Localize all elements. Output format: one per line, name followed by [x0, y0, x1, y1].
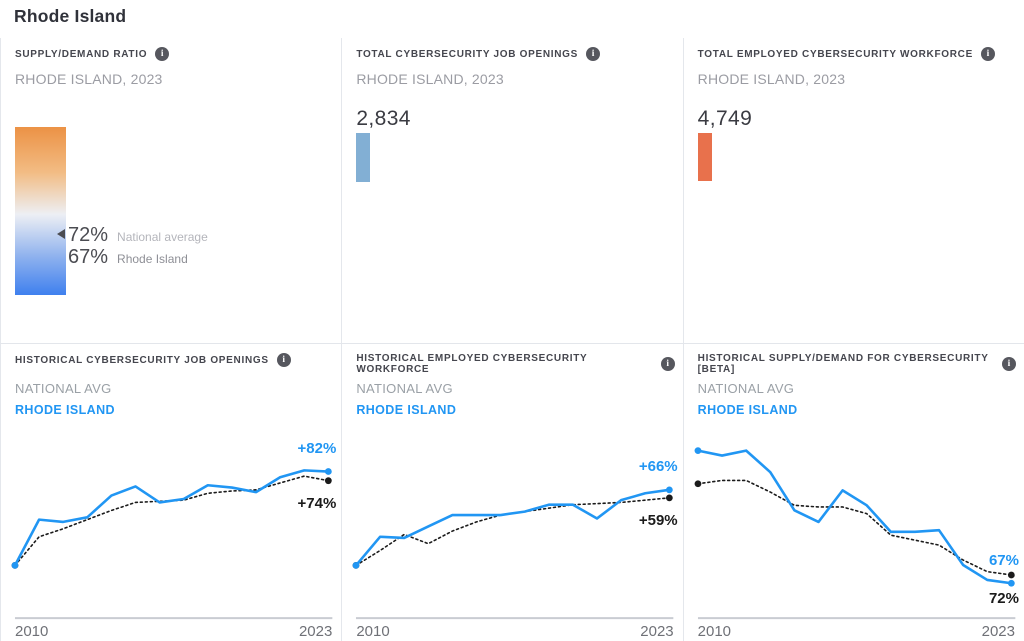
card-subtitle: RHODE ISLAND, 2023 — [356, 71, 504, 87]
national-end-label: 72% — [988, 589, 1019, 607]
legend-national-avg: NATIONAL AVG — [15, 381, 112, 396]
supply-demand-card: SUPPLY/DEMAND RATIO i RHODE ISLAND, 2023… — [0, 38, 341, 343]
legend-national-avg: NATIONAL AVG — [697, 381, 795, 396]
info-icon[interactable]: i — [155, 47, 170, 61]
supply-demand-annotation: 72% National average 67% Rhode Island — [57, 224, 208, 268]
history-charts-row: HISTORICAL CYBERSECURITY JOB OPENINGS i … — [0, 343, 1024, 641]
supply-demand-gradient-bar — [15, 127, 66, 295]
legend-rhode-island: RHODE ISLAND — [697, 403, 798, 417]
page-title: Rhode Island — [14, 6, 127, 26]
info-icon[interactable]: i — [660, 357, 675, 371]
x-axis-tick-end: 2023 — [640, 623, 674, 640]
national-end-label: +59% — [638, 512, 678, 530]
state-end-label: 67% — [988, 552, 1019, 570]
info-icon[interactable]: i — [276, 353, 291, 367]
job-openings-bar — [356, 133, 371, 182]
chart-title: HISTORICAL SUPPLY/DEMAND FOR CYBERSECURI… — [697, 353, 989, 375]
card-header: SUPPLY/DEMAND RATIO i — [15, 47, 333, 61]
legend-rhode-island: RHODE ISLAND — [356, 403, 457, 417]
national-average-label: National average — [117, 230, 208, 244]
x-axis-tick-end: 2023 — [298, 623, 333, 640]
workforce-value: 4,749 — [697, 107, 753, 130]
x-axis-tick-start: 2010 — [356, 623, 390, 640]
state-end-label: +66% — [638, 458, 678, 476]
workforce-bar — [697, 133, 712, 181]
national-end-label: +74% — [297, 495, 337, 513]
info-icon[interactable]: i — [586, 47, 601, 61]
workforce-card: TOTAL EMPLOYED CYBERSECURITY WORKFORCE i… — [682, 38, 1024, 343]
arrow-left-icon — [57, 229, 65, 239]
info-icon[interactable]: i — [980, 47, 995, 61]
state-ratio-row: 67% Rhode Island — [68, 246, 208, 268]
card-header: TOTAL EMPLOYED CYBERSECURITY WORKFORCE i — [698, 47, 1016, 61]
supply-demand-history-card: HISTORICAL SUPPLY/DEMAND FOR CYBERSECURI… — [682, 344, 1024, 641]
national-average-row: 72% National average — [57, 224, 208, 246]
x-axis-tick-end: 2023 — [981, 623, 1015, 640]
info-icon[interactable]: i — [1001, 357, 1016, 371]
card-title: TOTAL CYBERSECURITY JOB OPENINGS — [356, 48, 579, 60]
card-subtitle: RHODE ISLAND, 2023 — [697, 71, 846, 87]
line-chart[interactable] — [342, 344, 682, 641]
card-title: TOTAL EMPLOYED CYBERSECURITY WORKFORCE — [697, 48, 973, 60]
chart-title: HISTORICAL CYBERSECURITY JOB OPENINGS — [15, 354, 269, 366]
legend-rhode-island: RHODE ISLAND — [15, 403, 115, 417]
summary-cards-row: SUPPLY/DEMAND RATIO i RHODE ISLAND, 2023… — [0, 38, 1024, 343]
line-chart[interactable] — [1, 344, 341, 641]
x-axis-tick-start: 2010 — [697, 623, 732, 640]
job-openings-history-card: HISTORICAL CYBERSECURITY JOB OPENINGS i … — [0, 344, 341, 641]
state-end-label: +82% — [297, 439, 337, 457]
card-header: HISTORICAL CYBERSECURITY JOB OPENINGS i — [15, 353, 333, 367]
line-chart[interactable] — [684, 344, 1024, 641]
card-title: SUPPLY/DEMAND RATIO — [15, 48, 148, 60]
card-header: HISTORICAL EMPLOYED CYBERSECURITY WORKFO… — [356, 353, 675, 375]
job-openings-card: TOTAL CYBERSECURITY JOB OPENINGS i RHODE… — [341, 38, 682, 343]
chart-title: HISTORICAL EMPLOYED CYBERSECURITY WORKFO… — [356, 353, 588, 375]
card-header: HISTORICAL SUPPLY/DEMAND FOR CYBERSECURI… — [698, 353, 1016, 375]
x-axis-tick-start: 2010 — [15, 623, 49, 640]
state-ratio-label: Rhode Island — [117, 252, 188, 266]
card-subtitle: RHODE ISLAND, 2023 — [15, 71, 163, 87]
card-header: TOTAL CYBERSECURITY JOB OPENINGS i — [356, 47, 674, 61]
national-average-value: 72% — [68, 224, 109, 246]
workforce-history-card: HISTORICAL EMPLOYED CYBERSECURITY WORKFO… — [341, 344, 682, 641]
legend-national-avg: NATIONAL AVG — [356, 381, 453, 396]
state-ratio-value: 67% — [68, 246, 109, 268]
job-openings-value: 2,834 — [356, 107, 411, 130]
